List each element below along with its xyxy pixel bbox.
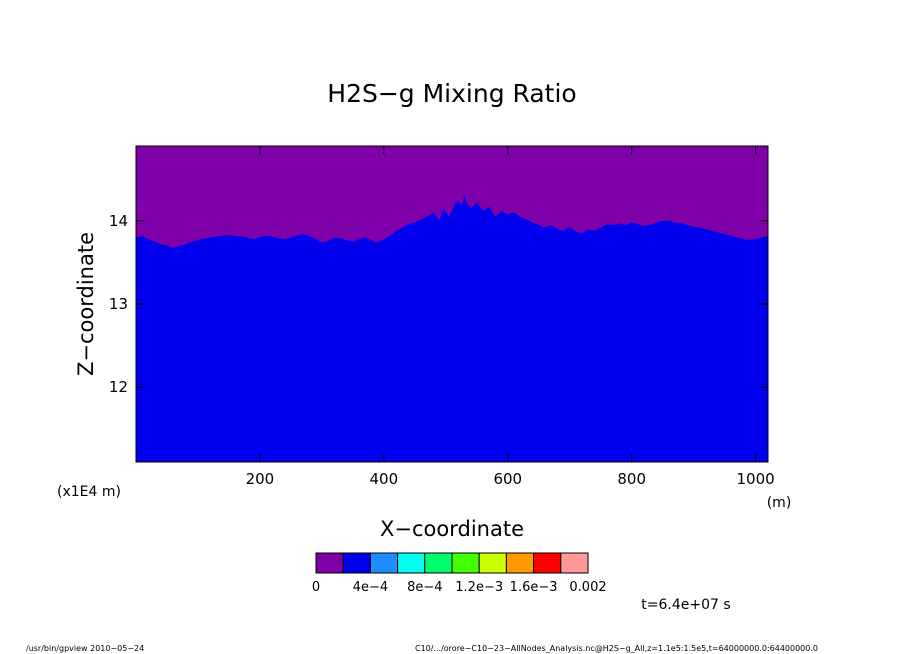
colorbar-swatch [369, 552, 399, 574]
x-tick-label: 200 [246, 470, 275, 488]
plot-area: 200 400 600 800 1000 12 13 14 [109, 145, 775, 488]
y-ticks: 12 13 14 [109, 212, 768, 396]
colorbar-swatch [424, 552, 453, 574]
colorbar-swatch [478, 552, 507, 574]
footer-left: /usr/bin/gpview 2010−05−24 [26, 644, 144, 653]
y-tick-label: 13 [109, 295, 128, 313]
y-unit-label: (x1E4 m) [57, 484, 121, 500]
colorbar-swatch [560, 552, 589, 574]
x-axis-label: X−coordinate [380, 517, 524, 541]
colorbar-swatch [397, 552, 426, 574]
time-label: t=6.4e+07 s [641, 597, 730, 613]
colorbar-label: 1.6e−3 [510, 580, 558, 595]
colorbar-label: 8e−4 [407, 580, 442, 595]
lower-fill-region [136, 195, 768, 462]
x-tick-label: 1000 [737, 470, 775, 488]
y-tick-label: 14 [109, 212, 128, 230]
colorbar-label: 1.2e−3 [455, 580, 503, 595]
x-tick-label: 400 [370, 470, 399, 488]
x-tick-label: 800 [617, 470, 646, 488]
x-ticks: 200 400 600 800 1000 [246, 146, 775, 488]
y-axis-label: Z−coordinate [74, 232, 98, 376]
colorbar-swatch [451, 552, 480, 574]
chart-title: H2S−g Mixing Ratio [327, 79, 576, 108]
footer-right: C10/.../orore−C10−23−AllNodes_Analysis.n… [415, 644, 818, 653]
colorbar-label: 4e−4 [353, 580, 388, 595]
colorbar-label: 0 [312, 580, 320, 595]
colorbar-swatch [505, 552, 535, 574]
y-tick-label: 12 [109, 378, 128, 396]
colorbar-swatch [315, 552, 344, 574]
colorbar: 0 4e−4 8e−4 1.2e−3 1.6e−3 0.002 [312, 552, 607, 595]
x-unit-label: (m) [767, 495, 792, 511]
colorbar-swatch [533, 552, 562, 574]
colorbar-swatch [342, 552, 371, 574]
colorbar-label: 0.002 [569, 580, 606, 595]
x-tick-label: 600 [493, 470, 522, 488]
